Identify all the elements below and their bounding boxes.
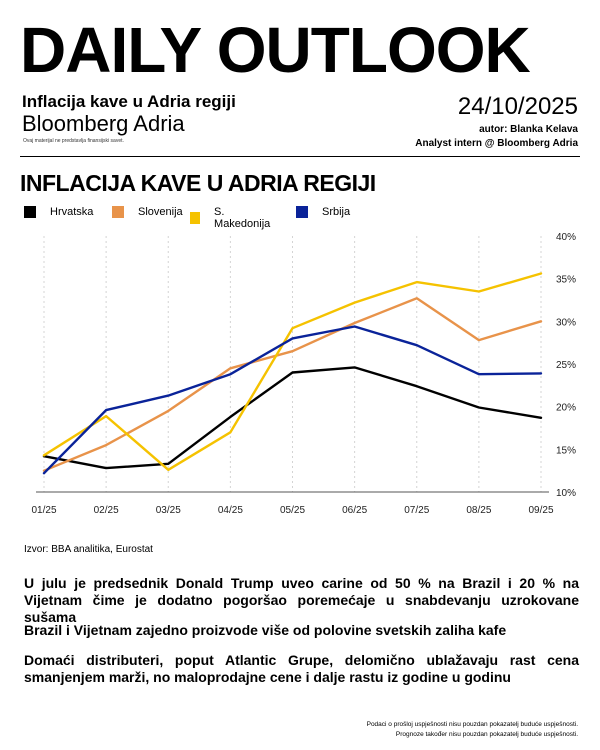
x-tick-label: 03/25 — [156, 505, 181, 516]
x-tick-label: 08/25 — [466, 505, 491, 516]
series-line-hrvatska — [42, 366, 543, 470]
y-tick-label: 30% — [556, 317, 576, 328]
disclaimer-text: Ovaj materijal ne predstavlja finansijsk… — [23, 138, 124, 144]
x-tick-label: 02/25 — [94, 505, 119, 516]
series-line-slovenija — [42, 297, 543, 472]
legend-item-hrvatska: Hrvatska — [24, 206, 93, 218]
legend-label-makedonija: S. Makedonija — [214, 206, 271, 230]
chart-title: INFLACIJA KAVE U ADRIA REGIJI — [20, 170, 376, 196]
legend-swatch-makedonija — [190, 212, 201, 224]
x-tick-label: 05/25 — [280, 505, 305, 516]
series-line-s-makedonija — [42, 272, 543, 472]
y-tick-label: 40% — [556, 232, 576, 243]
y-tick-label: 35% — [556, 275, 576, 286]
masthead-title: DAILY OUTLOOK — [20, 14, 531, 86]
key-point-tariffs: U julu je predsednik Donald Trump uveo c… — [24, 575, 579, 625]
brand-name: Bloomberg Adria — [22, 111, 185, 136]
y-tick-label: 10% — [556, 488, 576, 499]
legend-item-srbija: Srbija — [296, 206, 350, 218]
y-tick-label: 20% — [556, 403, 576, 414]
legend-swatch-hrvatska — [24, 206, 36, 218]
key-point-production: Brazil i Vijetnam zajedno proizvode više… — [24, 622, 507, 638]
header-divider — [20, 156, 580, 157]
legend-swatch-srbija — [296, 206, 308, 218]
line-chart: 01/25 02/25 03/25 04/25 05/25 06/25 07/25 08/25… — [31, 232, 576, 516]
x-tick-label: 07/25 — [404, 505, 429, 516]
legend-label-srbija: Srbija — [322, 206, 351, 218]
x-tick-label: 09/25 — [528, 505, 553, 516]
key-point-distributors: Domaći distributeri, poput Atlantic Grup… — [24, 652, 579, 685]
x-tick-label: 06/25 — [342, 505, 367, 516]
x-tick-label: 01/25 — [31, 505, 56, 516]
series-line-srbija — [42, 325, 543, 475]
legend-label-hrvatska: Hrvatska — [50, 206, 94, 218]
x-tick-label: 04/25 — [218, 505, 243, 516]
report-date: 24/10/2025 — [457, 93, 578, 120]
source-note: Izvor: BBA analitika, Eurostat — [24, 544, 153, 555]
footer-disclaimer-past: Podaci o prošloj uspješnosti nisu pouzda… — [366, 721, 578, 728]
legend-item-makedonija: S. Makedonija — [190, 206, 272, 230]
y-tick-label: 15% — [556, 445, 576, 456]
report-subtitle: Inflacija kave u Adria regiji — [22, 92, 236, 111]
y-tick-label: 25% — [556, 360, 576, 371]
author-role: Analyst intern @ Bloomberg Adria — [415, 138, 578, 149]
legend-item-slovenija: Slovenija — [112, 206, 183, 218]
author-name: autor: Blanka Kelava — [479, 124, 578, 135]
legend-label-slovenija: Slovenija — [138, 206, 183, 218]
legend-swatch-slovenija — [112, 206, 124, 218]
footer-disclaimer-forecast: Prognoze također nisu pouzdan pokazatelj… — [395, 731, 578, 738]
